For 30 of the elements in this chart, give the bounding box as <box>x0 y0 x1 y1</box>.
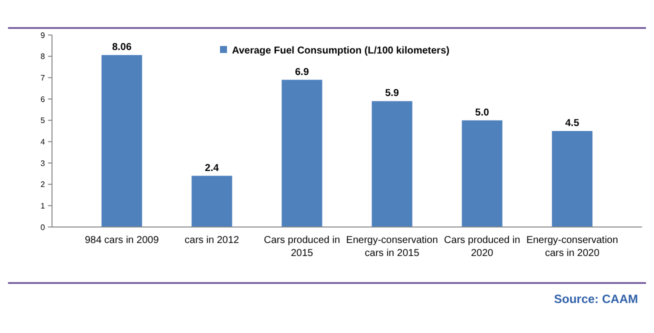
bar <box>372 101 412 227</box>
y-tick-label: 5 <box>40 116 46 126</box>
bar <box>462 120 502 227</box>
bar <box>282 80 322 227</box>
source-note: Source: CAAM <box>554 292 638 306</box>
legend-label: Average Fuel Consumption (L/100 kilometers) <box>232 46 450 56</box>
y-tick-label: 0 <box>40 222 46 232</box>
text: 4.5 <box>565 118 580 129</box>
x-tick-label: Cars produced in 2015 <box>264 235 340 259</box>
x-tick-label: 984 cars in 2009 <box>84 235 160 246</box>
x-tick-label: cars in 2012 <box>184 235 240 246</box>
bar <box>192 176 232 227</box>
text: 6.9 <box>295 66 309 78</box>
y-tick-label: 8 <box>40 52 46 62</box>
y-tick-label: 1 <box>40 201 46 210</box>
x-tick-label: Cars produced in 2020 <box>444 235 520 259</box>
text: 5.9 <box>385 88 399 100</box>
y-tick-label: 4 <box>40 137 46 146</box>
bar <box>552 131 592 227</box>
y-tick-label: 3 <box>40 158 46 168</box>
text: 8.06 <box>112 42 132 54</box>
bar <box>102 55 142 227</box>
text: 2.4 <box>204 162 219 174</box>
y-tick-label: 9 <box>40 30 46 40</box>
x-tick-label: Energy-conservation cars in 2015 <box>346 235 438 259</box>
y-tick-label: 7 <box>40 73 46 82</box>
y-tick-label: 6 <box>40 94 46 104</box>
x-tick-label: Energy-conservation cars in 2020 <box>526 235 618 259</box>
y-tick-label: 2 <box>40 180 46 190</box>
text: 5.0 <box>475 107 490 118</box>
